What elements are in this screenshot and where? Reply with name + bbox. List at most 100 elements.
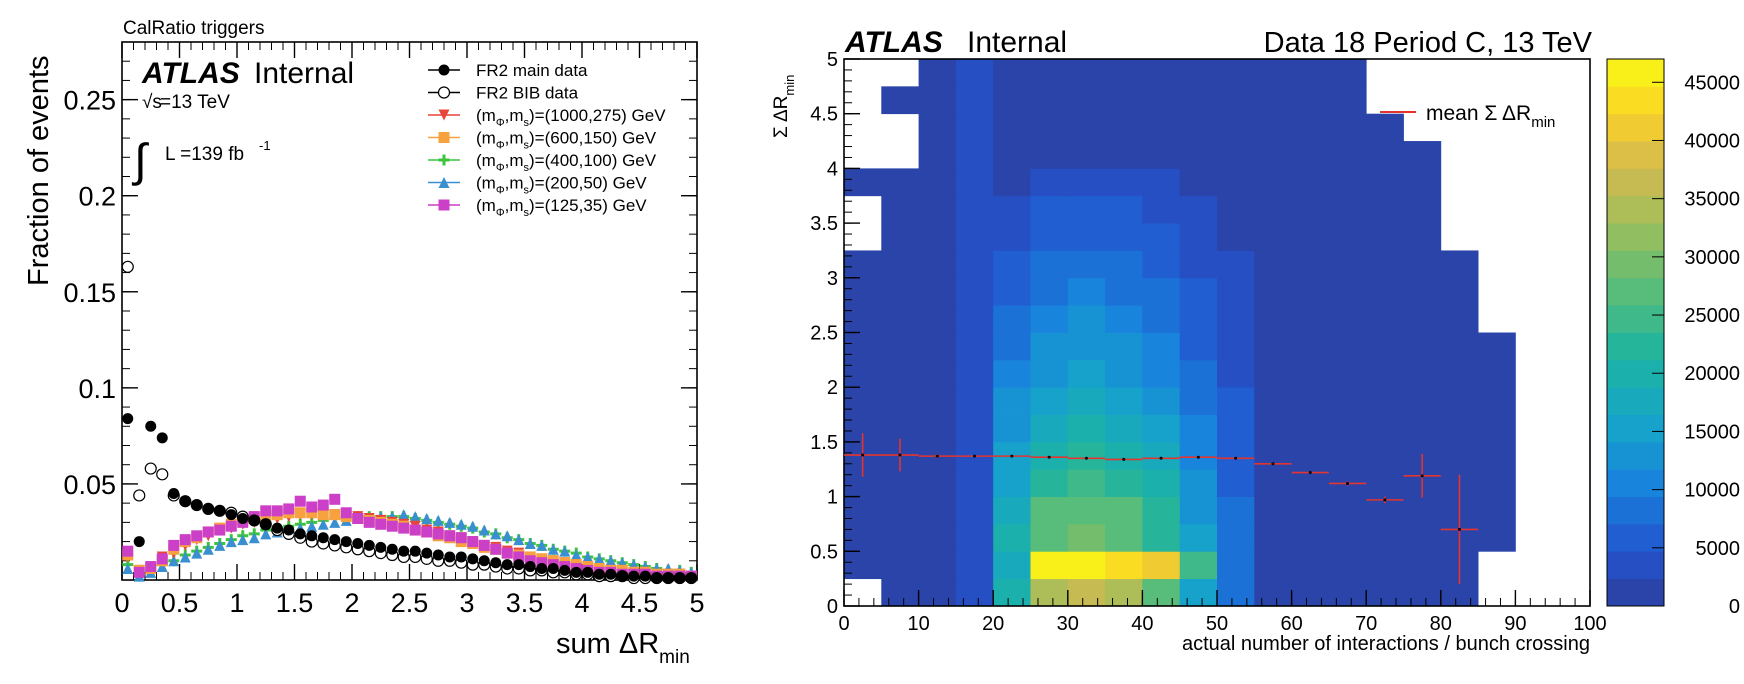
left-data-markers	[121, 260, 698, 585]
left-data-point	[455, 532, 467, 544]
left-data-point	[570, 549, 582, 561]
left-data-point	[329, 534, 341, 546]
heatmap-cell	[1366, 277, 1404, 306]
heatmap-cell	[1328, 113, 1367, 142]
right-y-axis-label-main: Σ ΔR	[771, 96, 792, 138]
heatmap-cell	[1478, 414, 1516, 443]
heatmap-cell	[1142, 223, 1181, 251]
heatmap-cell	[1067, 59, 1106, 87]
colorbar-segment	[1607, 387, 1664, 415]
left-lumi-label: L =139 fb	[165, 144, 244, 165]
heatmap-cell	[1067, 250, 1106, 279]
heatmap-cell	[993, 496, 1031, 525]
heatmap-cell	[1254, 359, 1292, 388]
legend-label-part: (m	[476, 106, 496, 125]
left-data-point	[306, 520, 318, 532]
legend-label: FR2 BIB data	[476, 84, 579, 103]
right-x-tick-label: 40	[1131, 613, 1153, 635]
profile-point	[1271, 462, 1275, 466]
heatmap-cell	[844, 305, 882, 333]
heatmap-cell	[1067, 223, 1106, 251]
colorbar-segment	[1607, 113, 1664, 142]
heatmap-cell	[918, 113, 957, 142]
heatmap-cell	[955, 305, 994, 333]
left-data-point	[570, 566, 582, 578]
heatmap-cell	[881, 223, 919, 251]
left-data-point	[444, 516, 456, 528]
left-data-point	[294, 507, 306, 519]
heatmap-cell	[1254, 277, 1292, 306]
left-data-point	[248, 514, 260, 526]
heatmap-cell	[1217, 277, 1255, 306]
left-data-point	[202, 503, 214, 515]
heatmap-cell	[955, 578, 994, 607]
left-data-point	[191, 547, 203, 559]
right-y-tick-label: 1.5	[810, 432, 838, 454]
heatmap-cell	[844, 359, 882, 388]
profile-point	[1196, 455, 1200, 459]
colorbar-segment	[1607, 223, 1664, 251]
heatmap-cell	[1030, 168, 1069, 197]
left-data-point	[559, 545, 571, 557]
heatmap-cell	[1142, 414, 1181, 443]
left-data-point	[467, 536, 479, 548]
heatmap-cell	[844, 387, 882, 415]
colorbar-segment	[1607, 250, 1664, 279]
legend-label-part: ,m	[505, 151, 524, 170]
heatmap-cell	[1142, 359, 1181, 388]
left-data-point	[271, 505, 283, 517]
left-data-point	[306, 507, 318, 519]
heatmap-cell	[1440, 332, 1479, 361]
heatmap-cell	[881, 305, 919, 333]
heatmap-cell	[881, 414, 919, 443]
heatmap-cell	[1291, 551, 1330, 580]
left-data-point	[133, 566, 145, 578]
left-data-point	[455, 551, 467, 563]
left-x-axis-label: sum ΔRmin	[556, 628, 690, 668]
left-data-point	[122, 545, 134, 557]
left-data-point	[444, 551, 456, 563]
heatmap-cell	[1328, 551, 1367, 580]
heatmap-cell	[1254, 387, 1292, 415]
left-data-point	[524, 555, 536, 567]
legend-marker	[438, 64, 450, 76]
right-x-tick-label: 20	[982, 613, 1004, 635]
heatmap-cell	[1328, 195, 1367, 224]
profile-point	[1383, 498, 1387, 502]
heatmap-cell	[1179, 469, 1218, 497]
heatmap-cell	[1328, 141, 1367, 169]
heatmap-cell	[1366, 523, 1404, 552]
heatmap-cell	[1403, 578, 1442, 607]
heatmap-cell	[1179, 223, 1218, 251]
heatmap-cell	[1030, 578, 1069, 607]
heatmap-cell	[1179, 277, 1218, 306]
left-data-point	[478, 555, 490, 567]
colorbar-tick-label: 15000	[1684, 421, 1740, 443]
profile-point	[1122, 457, 1126, 461]
heatmap-cell	[1142, 496, 1181, 525]
legend-label-sub: s	[524, 140, 530, 152]
left-data-point	[593, 568, 605, 580]
left-y-tick-label: 0.15	[63, 278, 116, 308]
heatmap-cell	[1217, 86, 1255, 115]
heatmap-cell	[1067, 277, 1106, 306]
heatmap-cell	[1030, 523, 1069, 552]
right-x-tick-label: 70	[1355, 613, 1377, 635]
heatmap-cell	[955, 523, 994, 552]
left-data-point	[513, 559, 525, 571]
heatmap-cell	[1291, 113, 1330, 142]
left-x-tick-label: 4	[574, 588, 589, 618]
heatmap-cell	[1142, 441, 1181, 470]
right-x-tick-label: 90	[1504, 613, 1526, 635]
right-legend-label: mean Σ ΔRmin	[1426, 102, 1555, 131]
legend-label-sub: Φ	[496, 140, 505, 152]
left-data-point	[260, 505, 272, 517]
left-data-point	[467, 553, 479, 565]
heatmap-cell	[1254, 86, 1292, 115]
heatmap-cell	[1291, 523, 1330, 552]
heatmap-cell	[1254, 195, 1292, 224]
left-data-point	[306, 530, 318, 542]
heatmap-cell	[1440, 277, 1479, 306]
heatmap-cell	[1366, 332, 1404, 361]
heatmap-cell	[1067, 195, 1106, 224]
